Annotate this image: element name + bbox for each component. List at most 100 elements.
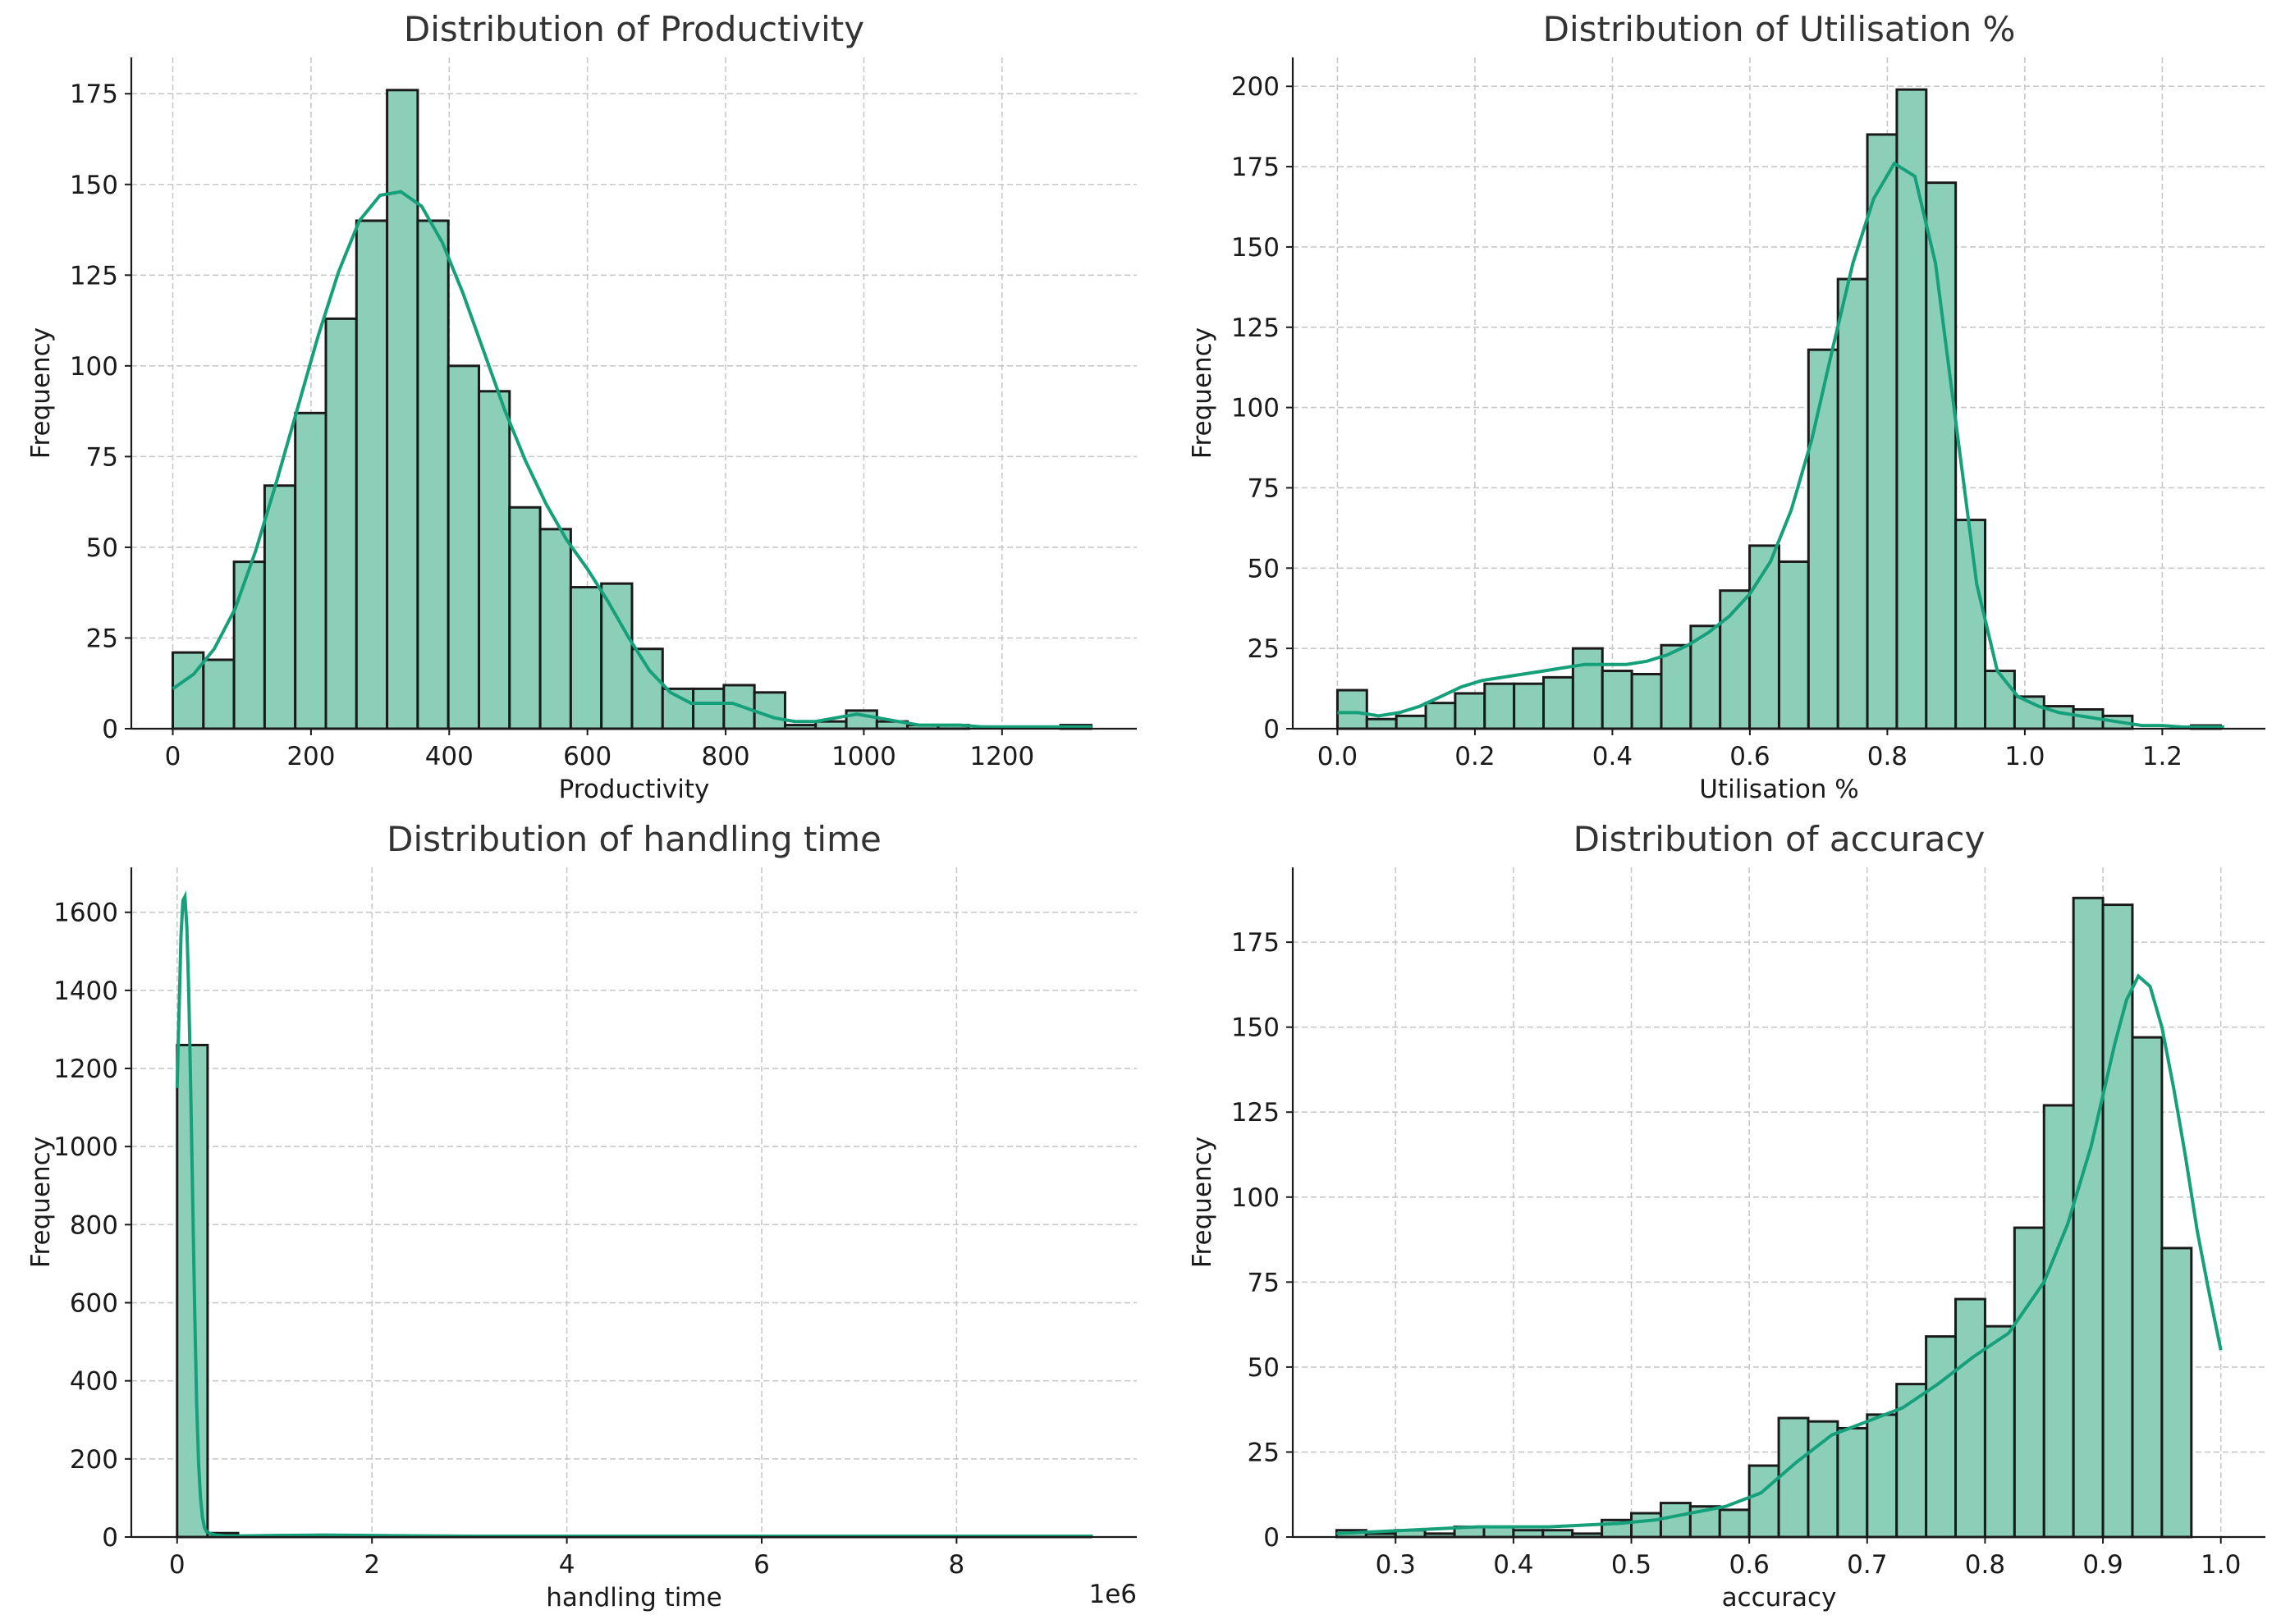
histogram-bar bbox=[1807, 1420, 1839, 1539]
histogram-bar bbox=[386, 89, 419, 730]
y-tick-label: 200 bbox=[70, 1445, 118, 1475]
y-tick-label: 100 bbox=[1231, 394, 1280, 423]
histogram-bar bbox=[263, 484, 297, 730]
histogram-bar bbox=[1483, 682, 1516, 730]
histogram-bar bbox=[1542, 675, 1574, 730]
histogram-bar bbox=[2042, 1104, 2075, 1539]
histogram-bar bbox=[324, 317, 358, 730]
x-offset-text: 1e6 bbox=[1088, 1580, 1137, 1609]
panel-productivity: Distribution of Productivity Productivit… bbox=[26, 9, 1137, 804]
chart-title: Distribution of handling time bbox=[387, 819, 882, 859]
y-axis-label: Frequency bbox=[26, 1137, 56, 1268]
histogram-bar bbox=[1954, 519, 1987, 730]
kde-line bbox=[1336, 973, 2223, 1535]
histogram-bar bbox=[232, 560, 266, 730]
y-tick-label: 0 bbox=[102, 1523, 118, 1553]
y-tick-label: 100 bbox=[70, 352, 118, 382]
y-axis-label: Frequency bbox=[1188, 327, 1217, 459]
x-tick-label: 0.3 bbox=[1376, 1550, 1416, 1580]
y-tick-label: 75 bbox=[1248, 1268, 1280, 1297]
histogram-bar bbox=[845, 709, 878, 730]
y-tick-label: 25 bbox=[86, 624, 118, 653]
histogram-bar bbox=[1866, 133, 1899, 730]
x-tick-label: 0.2 bbox=[1454, 742, 1495, 771]
x-tick-label: 600 bbox=[563, 742, 611, 771]
x-axis-label: handling time bbox=[546, 1583, 721, 1613]
histogram-bar bbox=[1984, 670, 2016, 730]
y-tick-label: 125 bbox=[70, 261, 118, 290]
y-tick-label: 25 bbox=[1248, 634, 1280, 664]
histogram-bar bbox=[1601, 670, 1633, 730]
x-tick-label: 0.8 bbox=[1965, 1550, 2005, 1580]
histogram-bar bbox=[1718, 1508, 1751, 1539]
y-tick-label: 1600 bbox=[53, 899, 118, 928]
kde-line bbox=[172, 190, 1092, 729]
histogram-bar bbox=[1454, 692, 1486, 730]
histogram-bar bbox=[630, 647, 664, 730]
x-axis-label: Productivity bbox=[559, 775, 710, 804]
histogram-bar bbox=[538, 528, 572, 730]
y-tick-label: 175 bbox=[1231, 928, 1280, 958]
histogram-bar bbox=[1925, 1335, 1958, 1539]
histogram-bar bbox=[1747, 1464, 1780, 1539]
histogram-bar bbox=[1659, 1502, 1692, 1539]
histogram-bar bbox=[202, 658, 236, 730]
histogram-bar bbox=[508, 505, 542, 730]
y-axis-label: Frequency bbox=[1188, 1137, 1217, 1268]
histogram-bars bbox=[1335, 88, 2222, 730]
x-tick-label: 8 bbox=[949, 1550, 965, 1580]
histogram-bar bbox=[1571, 647, 1604, 730]
y-tick-label: 50 bbox=[86, 533, 118, 563]
y-tick-label: 800 bbox=[70, 1210, 118, 1240]
kde-line bbox=[175, 890, 1093, 1538]
x-tick-label: 0 bbox=[169, 1550, 186, 1580]
grid bbox=[131, 867, 1137, 1538]
x-tick-label: 0.6 bbox=[1729, 742, 1770, 771]
histogram-bar bbox=[355, 219, 389, 730]
histogram-bar bbox=[1365, 717, 1398, 730]
y-tick-label: 150 bbox=[1231, 1013, 1280, 1043]
y-tick-label: 150 bbox=[1231, 233, 1280, 263]
histogram-bar bbox=[1630, 1512, 1662, 1539]
y-tick-label: 125 bbox=[1231, 313, 1280, 343]
x-axis-label: accuracy bbox=[1722, 1583, 1837, 1613]
x-tick-label: 0.8 bbox=[1867, 742, 1908, 771]
histogram-bar bbox=[1630, 672, 1663, 730]
x-tick-label: 200 bbox=[286, 742, 335, 771]
x-tick-label: 1.0 bbox=[2004, 742, 2045, 771]
histogram-bar bbox=[294, 411, 327, 730]
panel-accuracy: Distribution of accuracy accuracy Freque… bbox=[1188, 819, 2265, 1613]
x-tick-label: 1.2 bbox=[2142, 742, 2183, 771]
x-tick-label: 0.7 bbox=[1847, 1550, 1887, 1580]
histogram-bar bbox=[569, 586, 603, 730]
y-tick-label: 0 bbox=[102, 715, 118, 744]
chart-title: Distribution of accuracy bbox=[1573, 819, 1986, 859]
x-tick-label: 0.9 bbox=[2082, 1550, 2123, 1580]
x-tick-label: 0 bbox=[165, 742, 181, 771]
histogram-bar bbox=[1395, 714, 1427, 730]
x-tick-label: 0.5 bbox=[1611, 1550, 1651, 1580]
y-tick-label: 25 bbox=[1248, 1438, 1280, 1467]
histogram-bar bbox=[2013, 1226, 2045, 1539]
histogram-bar bbox=[753, 691, 786, 730]
x-tick-label: 2 bbox=[364, 1550, 380, 1580]
x-tick-label: 0.4 bbox=[1592, 742, 1633, 771]
x-tick-label: 800 bbox=[701, 742, 749, 771]
x-tick-label: 1000 bbox=[831, 742, 896, 771]
histogram-bar bbox=[1895, 88, 1928, 730]
histogram-bar bbox=[814, 720, 848, 730]
histogram-bars bbox=[172, 89, 1092, 730]
y-tick-label: 50 bbox=[1248, 1353, 1280, 1383]
histogram-bar bbox=[447, 364, 480, 730]
chart-title: Distribution of Productivity bbox=[404, 9, 864, 49]
kde-line bbox=[1337, 161, 2224, 729]
histogram-bar bbox=[600, 582, 634, 730]
histogram-bar bbox=[1777, 1416, 1810, 1539]
histogram-bar bbox=[1777, 560, 1810, 730]
y-tick-label: 1400 bbox=[53, 977, 118, 1006]
histogram-bar bbox=[1836, 277, 1869, 730]
y-tick-label: 1200 bbox=[53, 1054, 118, 1084]
y-tick-label: 0 bbox=[1263, 1523, 1280, 1553]
histogram-bar bbox=[1424, 702, 1457, 730]
